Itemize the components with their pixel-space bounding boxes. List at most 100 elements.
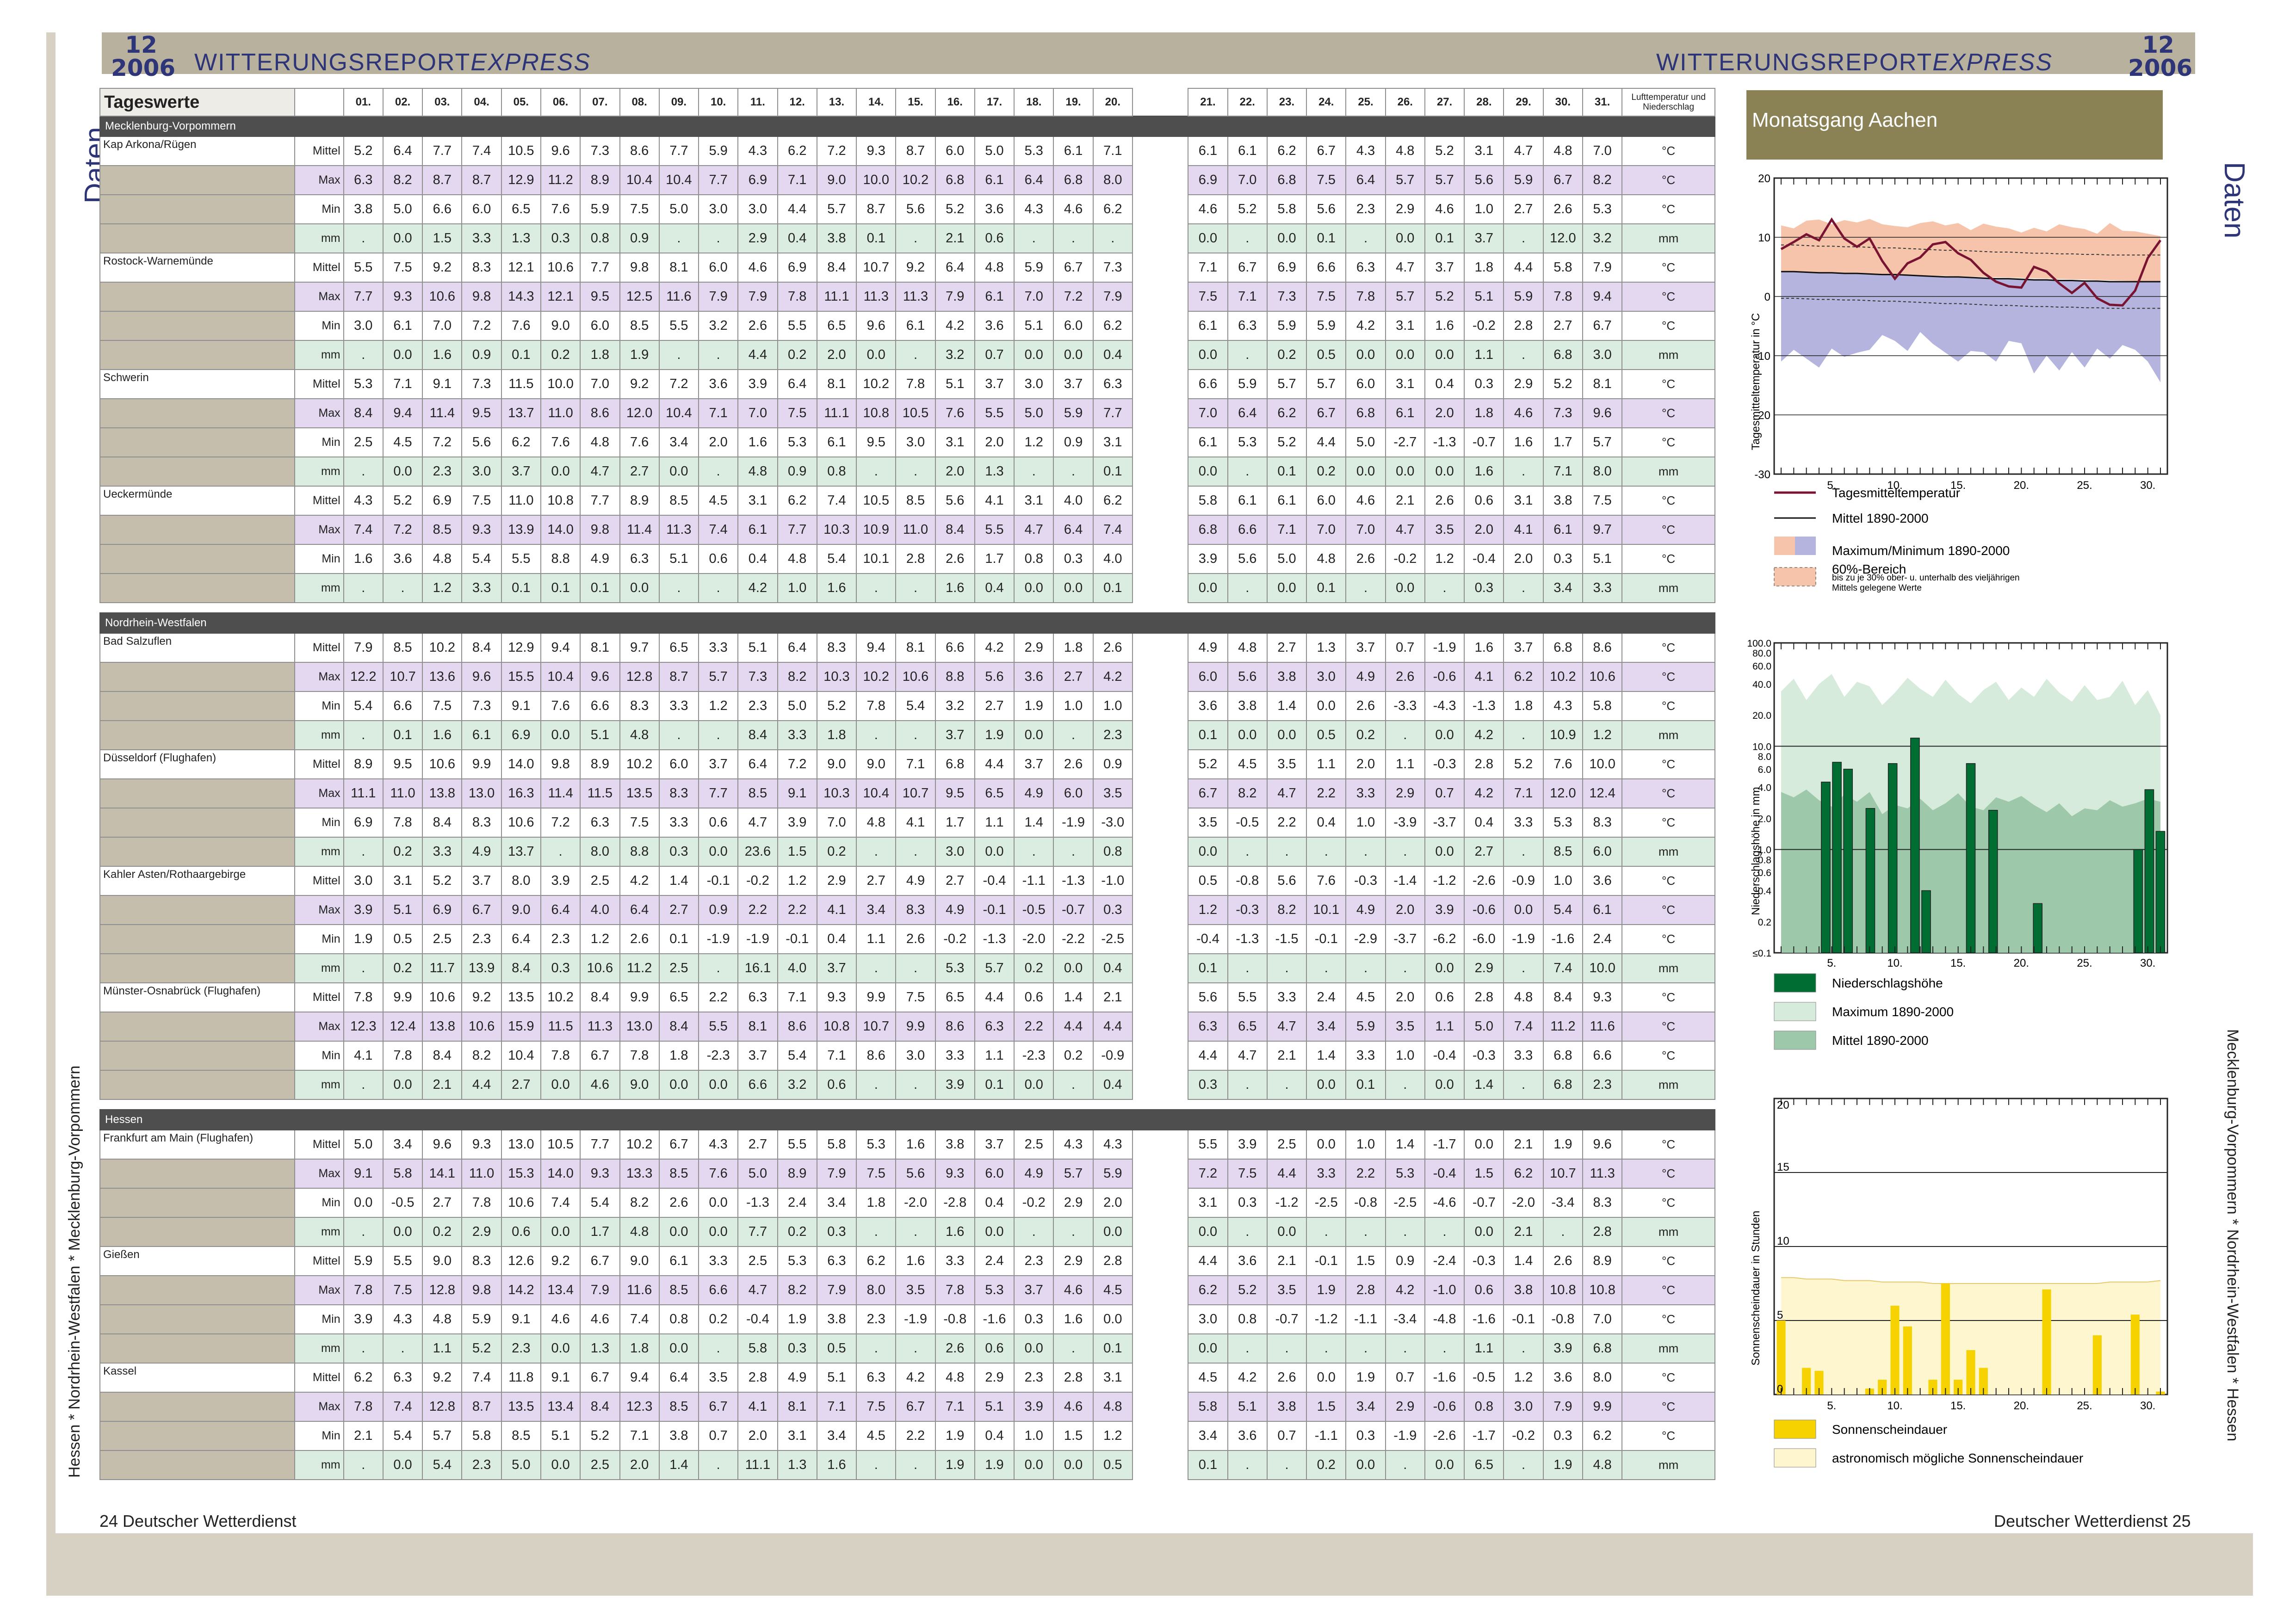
value-cell: 7.9 xyxy=(343,633,384,663)
value-cell: 12.5 xyxy=(619,282,660,312)
value-cell: 8.3 xyxy=(619,691,660,721)
value-cell: 0.0 xyxy=(974,837,1015,867)
value-cell: 5.6 xyxy=(1464,165,1504,195)
value-cell: . xyxy=(343,223,384,253)
value-cell: 10.1 xyxy=(856,544,897,574)
value-cell: 3.0 xyxy=(895,1041,936,1071)
value-cell: . xyxy=(856,1450,897,1480)
value-cell: 1.9 xyxy=(777,1304,817,1334)
value-cell: 2.1 xyxy=(1385,486,1425,516)
value-cell: 9.1 xyxy=(343,1159,384,1189)
value-cell: 2.6 xyxy=(1053,749,1094,779)
value-cell: 7.3 xyxy=(1092,253,1133,283)
value-cell: 4.9 xyxy=(1345,895,1386,925)
value-cell: 1.9 xyxy=(1306,1275,1347,1305)
table-row: Max 12.3 12.4 13.8 10.6 15.9 11.5 11.3 13.0 8.4 5.… xyxy=(99,1012,1715,1042)
value-cell: 3.1 xyxy=(1092,1363,1133,1393)
value-cell: 5.3 xyxy=(1014,136,1054,166)
value-cell: 7.6 xyxy=(1542,749,1583,779)
value-cell: 0.0 xyxy=(1092,1304,1133,1334)
value-cell: 3.6 xyxy=(974,194,1015,224)
value-cell: 0.3 xyxy=(1464,573,1504,603)
value-cell: 4.2 xyxy=(1464,720,1504,750)
value-cell: 7.5 xyxy=(856,1159,897,1189)
region-name: Hessen xyxy=(99,1109,1715,1130)
value-cell: 1.2 xyxy=(1424,544,1465,574)
value-cell: 3.0 xyxy=(698,194,739,224)
value-cell: 5.9 xyxy=(698,136,739,166)
value-cell: 3.0 xyxy=(1582,340,1623,370)
value-cell: 4.9 xyxy=(1345,662,1386,692)
value-cell: -0.2 xyxy=(934,924,975,954)
value-cell: 0.5 xyxy=(1092,1450,1133,1480)
value-cell: 0.0 xyxy=(658,457,699,487)
unit-cell: °C xyxy=(1621,866,1715,896)
value-cell: 4.1 xyxy=(895,808,936,838)
region-spacer xyxy=(100,1099,1715,1110)
value-cell: 6.2 xyxy=(1266,398,1307,428)
value-cell: 8.8 xyxy=(540,544,581,574)
value-cell: . xyxy=(1385,1333,1425,1364)
value-cell: 5.4 xyxy=(895,691,936,721)
value-cell: 13.7 xyxy=(501,837,541,867)
day-gap xyxy=(1132,1363,1189,1392)
unit-cell: °C xyxy=(1621,1188,1715,1218)
header-day: 18. xyxy=(1014,88,1054,117)
value-cell: 6.1 xyxy=(1053,136,1094,166)
header-day: 07. xyxy=(580,88,620,117)
value-cell: . xyxy=(1345,953,1386,983)
value-cell: 3.4 xyxy=(816,1421,857,1451)
value-cell: 8.4 xyxy=(816,253,857,283)
value-cell: 5.3 xyxy=(1542,808,1583,838)
value-cell: 8.4 xyxy=(1542,982,1583,1012)
precip-bar xyxy=(2155,831,2166,953)
value-cell: 4.8 xyxy=(422,1304,463,1334)
value-cell: 6.6 xyxy=(1188,369,1228,399)
value-cell: 6.6 xyxy=(1227,515,1268,545)
value-cell: 6.1 xyxy=(895,311,936,341)
value-cell: 10.2 xyxy=(856,369,897,399)
value-cell: 10.8 xyxy=(540,486,581,516)
day-gap xyxy=(1132,136,1189,166)
value-cell: 4.5 xyxy=(1345,982,1386,1012)
value-cell: -1.2 xyxy=(1266,1188,1307,1218)
value-cell: 9.5 xyxy=(461,398,502,428)
value-cell: 8.5 xyxy=(658,1275,699,1305)
value-cell: 7.1 xyxy=(895,749,936,779)
precip-x-tick: 25. xyxy=(2077,957,2092,969)
day-gap xyxy=(1132,1217,1189,1247)
value-cell: 4.8 xyxy=(1503,982,1544,1012)
value-cell: 0.2 xyxy=(1266,340,1307,370)
value-cell: . xyxy=(1014,457,1054,487)
value-cell: 0.9 xyxy=(461,340,502,370)
value-cell: 3.6 xyxy=(1188,691,1228,721)
value-cell: 8.2 xyxy=(1266,895,1307,925)
value-cell: 2.9 xyxy=(1053,1188,1094,1218)
value-cell: 1.4 xyxy=(1306,1041,1347,1071)
value-cell: 1.2 xyxy=(777,866,817,896)
value-cell: -2.6 xyxy=(1464,866,1504,896)
value-cell: 2.3 xyxy=(1014,1363,1054,1393)
value-cell: 0.0 xyxy=(1266,1217,1307,1247)
day-gap xyxy=(1132,428,1189,457)
value-cell: 1.2 xyxy=(1582,720,1623,750)
value-cell: 10.4 xyxy=(658,165,699,195)
value-cell: 7.0 xyxy=(422,311,463,341)
value-cell: 0.0 xyxy=(382,457,423,487)
value-cell: -3.4 xyxy=(1542,1188,1583,1218)
sun-y-tick: 0 xyxy=(1777,1383,1783,1395)
value-cell: 4.7 xyxy=(1266,1012,1307,1042)
value-cell: 14.3 xyxy=(501,282,541,312)
value-cell: 0.2 xyxy=(540,340,581,370)
value-cell: 5.0 xyxy=(658,194,699,224)
value-cell: 4.8 xyxy=(1227,633,1268,663)
value-cell: 1.6 xyxy=(1464,633,1504,663)
value-cell: 3.5 xyxy=(1266,749,1307,779)
value-cell: -0.2 xyxy=(1385,544,1425,574)
value-cell: 0.0 xyxy=(343,1188,384,1218)
day-gap xyxy=(1132,779,1189,808)
table-row: Münster-Osnabrück (Flughafen) Mittel 7.8 9.… xyxy=(99,982,1715,1012)
value-cell: 0.0 xyxy=(1092,1217,1133,1247)
value-cell: 5.0 xyxy=(382,194,423,224)
station-name-shade xyxy=(99,1305,296,1334)
